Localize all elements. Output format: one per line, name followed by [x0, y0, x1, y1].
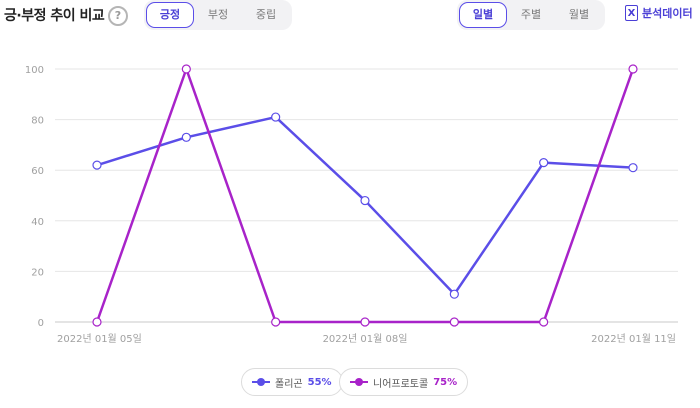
export-data-label: 분석데이터 — [642, 7, 693, 20]
tab-negative[interactable]: 부정 — [207, 8, 229, 21]
series-2-point — [181, 64, 191, 74]
y-tick-label: 60 — [31, 166, 44, 177]
sentiment-toggle: 긍정 부정 중립 — [144, 0, 292, 30]
legend-item-series-2[interactable]: 니어프로토콜 75% — [339, 368, 469, 396]
series-2-name: 니어프로토콜 — [373, 378, 429, 390]
tab-weekly[interactable]: 주별 — [520, 8, 542, 21]
series-2-point — [449, 317, 459, 327]
series-1-point — [628, 163, 638, 173]
y-tick-label: 40 — [31, 217, 44, 228]
period-toggle: 일별 주별 월별 — [457, 0, 605, 30]
series-2-point — [539, 317, 549, 327]
series-2-point — [628, 64, 638, 74]
x-tick-label: 2022년 01월 08일 — [323, 333, 408, 345]
line-chart: 0 20 40 60 80 100 2022년 01월 05일 2022년 01월 08일 20… — [25, 64, 678, 345]
x-tick-label: 2022년 01월 11일 — [591, 333, 676, 345]
series-2-point — [92, 317, 102, 327]
tab-daily[interactable]: 일별 — [459, 2, 507, 28]
series-1-share: 55% — [307, 376, 332, 388]
series-line-1 — [96, 115, 634, 296]
series-1-point — [449, 289, 459, 299]
tab-positive[interactable]: 긍정 — [146, 2, 194, 28]
series-1-point — [360, 195, 370, 206]
series-1-point — [92, 160, 102, 170]
series-2-share: 75% — [433, 376, 458, 388]
series-2-point — [271, 317, 281, 327]
tab-neutral[interactable]: 중립 — [255, 8, 277, 21]
series-1-name: 폴리곤 — [275, 378, 303, 390]
series-1-point — [271, 112, 281, 122]
x-tick-label: 2022년 01월 05일 — [57, 333, 142, 345]
y-tick-label: 20 — [31, 267, 44, 278]
tab-monthly[interactable]: 월별 — [568, 8, 590, 21]
y-tick-label: 100 — [25, 65, 44, 76]
excel-icon: X — [625, 5, 638, 21]
series-2-swatch — [350, 378, 368, 386]
y-tick-label: 80 — [31, 116, 44, 127]
y-tick-label: 0 — [38, 318, 44, 329]
series-2-point — [360, 317, 370, 327]
series-line-2 — [95, 67, 635, 324]
series-1-swatch — [252, 378, 270, 386]
help-icon[interactable]: ? — [108, 6, 128, 26]
series-1-point — [539, 158, 549, 168]
export-data-button[interactable]: X 분석데이터 — [625, 5, 693, 21]
page-title: 긍·부정 추이 비교 — [4, 8, 105, 24]
series-1-point — [181, 132, 191, 142]
legend-item-series-1[interactable]: 폴리곤 55% — [241, 368, 343, 396]
